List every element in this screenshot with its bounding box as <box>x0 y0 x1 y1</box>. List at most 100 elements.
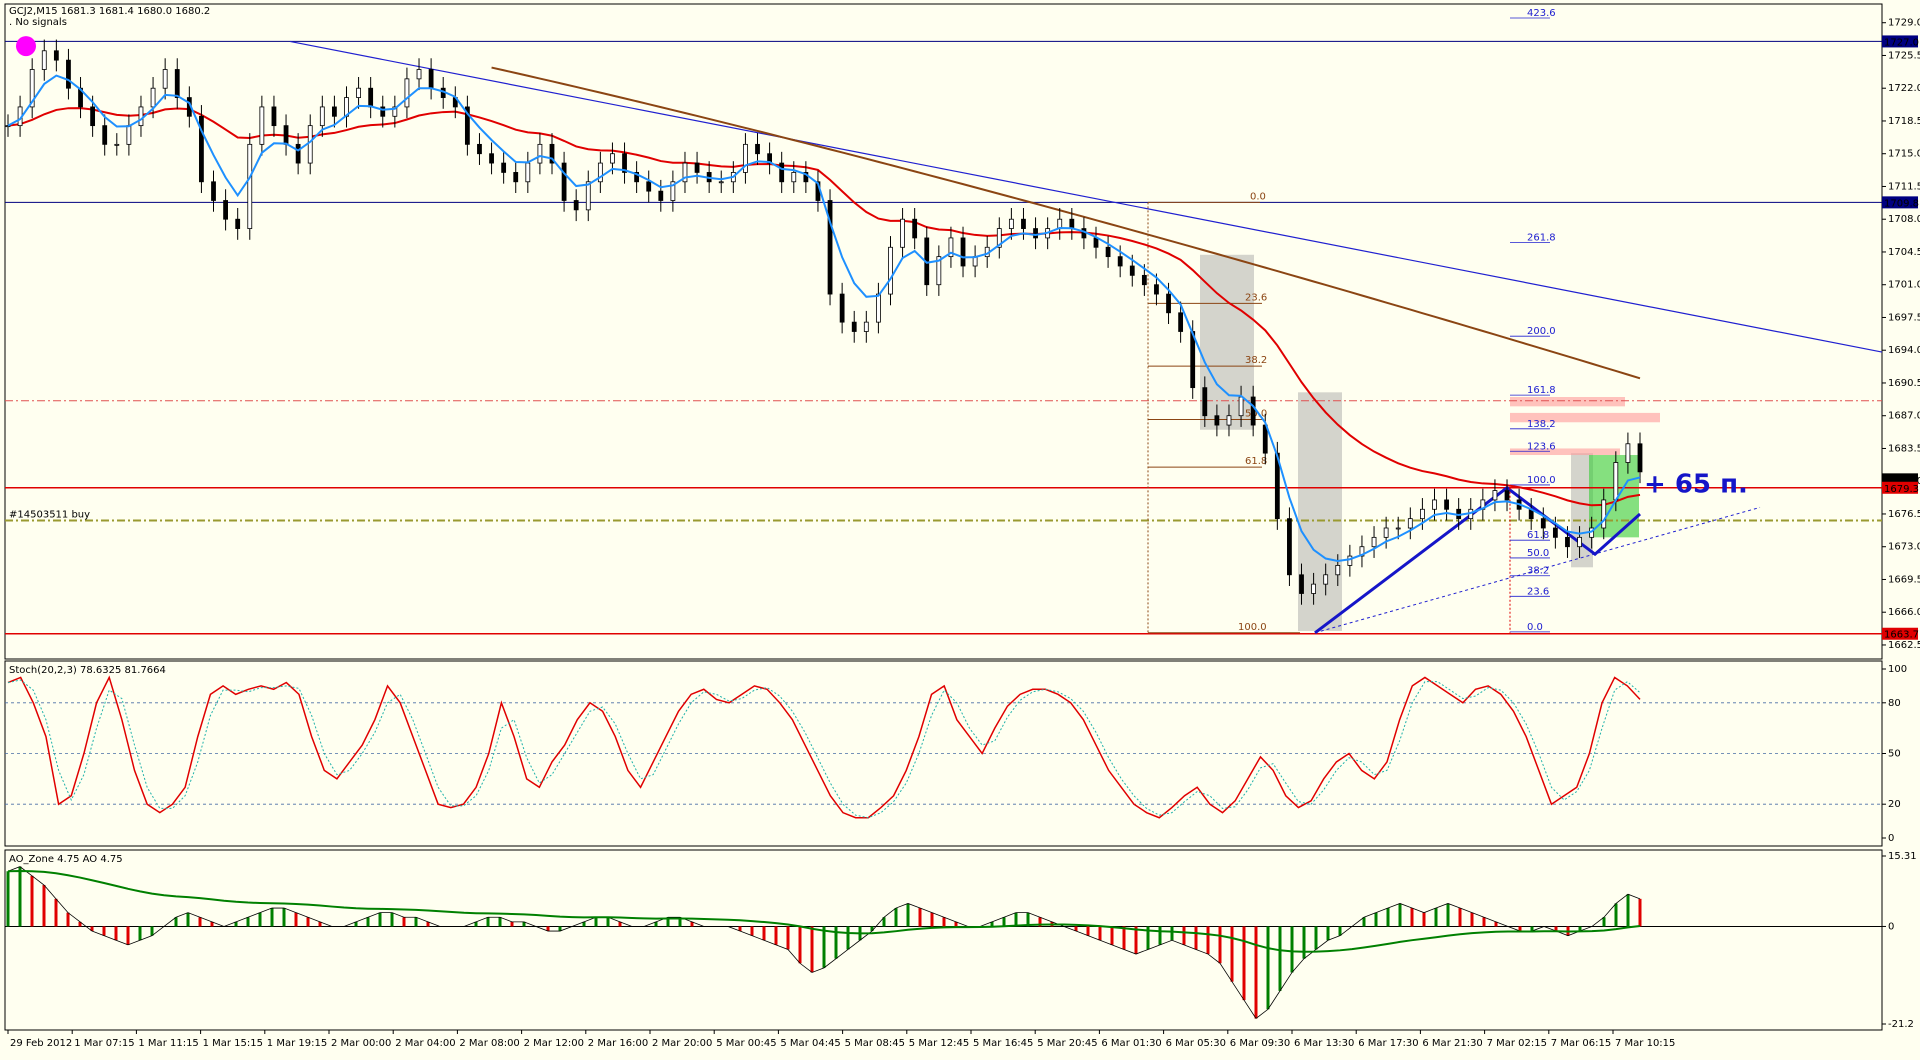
main-y-tick-label: 1666.0 <box>1888 607 1920 618</box>
candle-body <box>513 172 519 183</box>
candle-body <box>670 181 676 201</box>
candle-body <box>1371 536 1377 548</box>
candle-body <box>1117 256 1123 267</box>
chart-symbol-header: GCJ2,M15 1681.3 1681.4 1680.0 1680.2 <box>9 6 210 17</box>
ao-y-tick-label: 0 <box>1888 921 1894 932</box>
candle-body <box>1274 452 1280 520</box>
ao-panel-frame <box>4 849 1883 1031</box>
main-y-tick-label: 1673.0 <box>1888 542 1920 553</box>
fib-left-label: 50.0 <box>1245 408 1267 419</box>
candle-body <box>1577 536 1582 548</box>
x-tick-label: 2 Mar 04:00 <box>395 1038 455 1049</box>
x-tick-label: 5 Mar 16:45 <box>973 1038 1033 1049</box>
candle-body <box>996 228 1002 248</box>
candle-body <box>1021 218 1026 229</box>
candle-body <box>549 143 555 164</box>
candle-body <box>1105 246 1111 258</box>
main-y-tick-label: 1694.0 <box>1888 345 1920 356</box>
candle-body <box>1299 574 1304 594</box>
candle-body <box>1154 284 1159 295</box>
ema-fast-line <box>7 74 1641 562</box>
candle-body <box>839 293 845 323</box>
main-y-tick-label: 1729.0 <box>1888 18 1920 29</box>
main-y-tick-label: 1711.5 <box>1888 181 1920 192</box>
x-tick-label: 7 Mar 06:15 <box>1551 1038 1611 1049</box>
candle-body <box>1540 518 1546 529</box>
candle-body <box>537 143 543 164</box>
candle-body <box>900 218 905 248</box>
main-y-tick-label: 1687.0 <box>1888 411 1920 422</box>
main-panel-frame <box>4 3 1883 660</box>
x-tick-label: 5 Mar 04:45 <box>780 1038 840 1049</box>
candle-body <box>1190 331 1196 389</box>
stoch-y-tick-label: 80 <box>1888 698 1901 709</box>
ao-slow-line <box>7 870 1641 953</box>
candle-body <box>1069 218 1075 229</box>
stoch-main-line <box>7 675 1641 819</box>
candle-body <box>646 181 652 192</box>
x-tick-label: 7 Mar 02:15 <box>1487 1038 1547 1049</box>
candle-body <box>1432 499 1437 510</box>
candle-body <box>863 321 869 332</box>
fib-right-label: 123.6 <box>1527 441 1556 452</box>
fib-left-label: 23.6 <box>1245 292 1267 303</box>
x-tick-label: 6 Mar 17:30 <box>1358 1038 1418 1049</box>
candle-body <box>585 181 591 211</box>
candle-body <box>102 125 108 145</box>
candle-body <box>682 162 688 183</box>
order-label: #14503511 buy <box>9 510 90 521</box>
x-tick-label: 7 Mar 10:15 <box>1615 1038 1675 1049</box>
fib-right-label: 23.6 <box>1527 586 1549 597</box>
price-tag-label: 1709.8 <box>1884 198 1919 209</box>
candle-body <box>634 172 640 183</box>
fib-left-label: 38.2 <box>1245 355 1267 366</box>
x-tick-label: 2 Mar 20:00 <box>652 1038 712 1049</box>
main-y-tick-label: 1718.5 <box>1888 116 1920 127</box>
candle-body <box>319 106 325 127</box>
candle-body <box>888 246 893 295</box>
candle-body <box>464 106 470 145</box>
candle-body <box>1565 536 1570 548</box>
candle-body <box>66 59 71 89</box>
fib-right-label: 261.8 <box>1527 233 1556 244</box>
x-tick-label: 2 Mar 12:00 <box>524 1038 584 1049</box>
candle-body <box>1323 574 1329 585</box>
candle-body <box>114 143 120 146</box>
candle-body <box>356 87 361 98</box>
candle-body <box>718 181 724 184</box>
candle-body <box>1093 237 1099 248</box>
price-tag-label: 1679.3 <box>1884 484 1919 495</box>
candle-body <box>1214 415 1220 426</box>
fib-right-label: 200.0 <box>1527 326 1556 337</box>
chart-signals-text: . No signals <box>9 17 67 28</box>
candle-body <box>199 115 204 183</box>
candle-body <box>138 106 144 127</box>
candle-body <box>1178 312 1184 332</box>
trendline-support <box>1314 506 1761 634</box>
candle-body <box>1129 265 1135 276</box>
candle-body <box>1347 555 1353 566</box>
stoch-y-tick-label: 100 <box>1888 664 1907 675</box>
main-y-tick-label: 1722.0 <box>1888 83 1920 94</box>
grey-zone-1 <box>1200 254 1254 430</box>
pink-zone-3 <box>1510 448 1620 456</box>
x-tick-label: 6 Mar 05:30 <box>1166 1038 1226 1049</box>
main-y-tick-label: 1697.5 <box>1888 312 1920 323</box>
main-y-tick-label: 1676.5 <box>1888 509 1920 520</box>
candle-body <box>1226 415 1232 426</box>
candle-body <box>1033 228 1038 239</box>
candle-body <box>658 190 664 201</box>
candle-body <box>791 172 797 183</box>
candle-body <box>1625 443 1631 463</box>
main-y-tick-label: 1662.5 <box>1888 640 1920 651</box>
x-tick-label: 6 Mar 13:30 <box>1294 1038 1354 1049</box>
candle-body <box>948 237 954 258</box>
candle-body <box>876 293 881 323</box>
candle-body <box>561 162 567 201</box>
candle-body <box>283 125 289 145</box>
main-y-tick-label: 1669.5 <box>1888 574 1920 585</box>
x-tick-label: 5 Mar 00:45 <box>716 1038 776 1049</box>
candle-body <box>271 106 277 127</box>
fib-right-label: 38.2 <box>1527 566 1549 577</box>
